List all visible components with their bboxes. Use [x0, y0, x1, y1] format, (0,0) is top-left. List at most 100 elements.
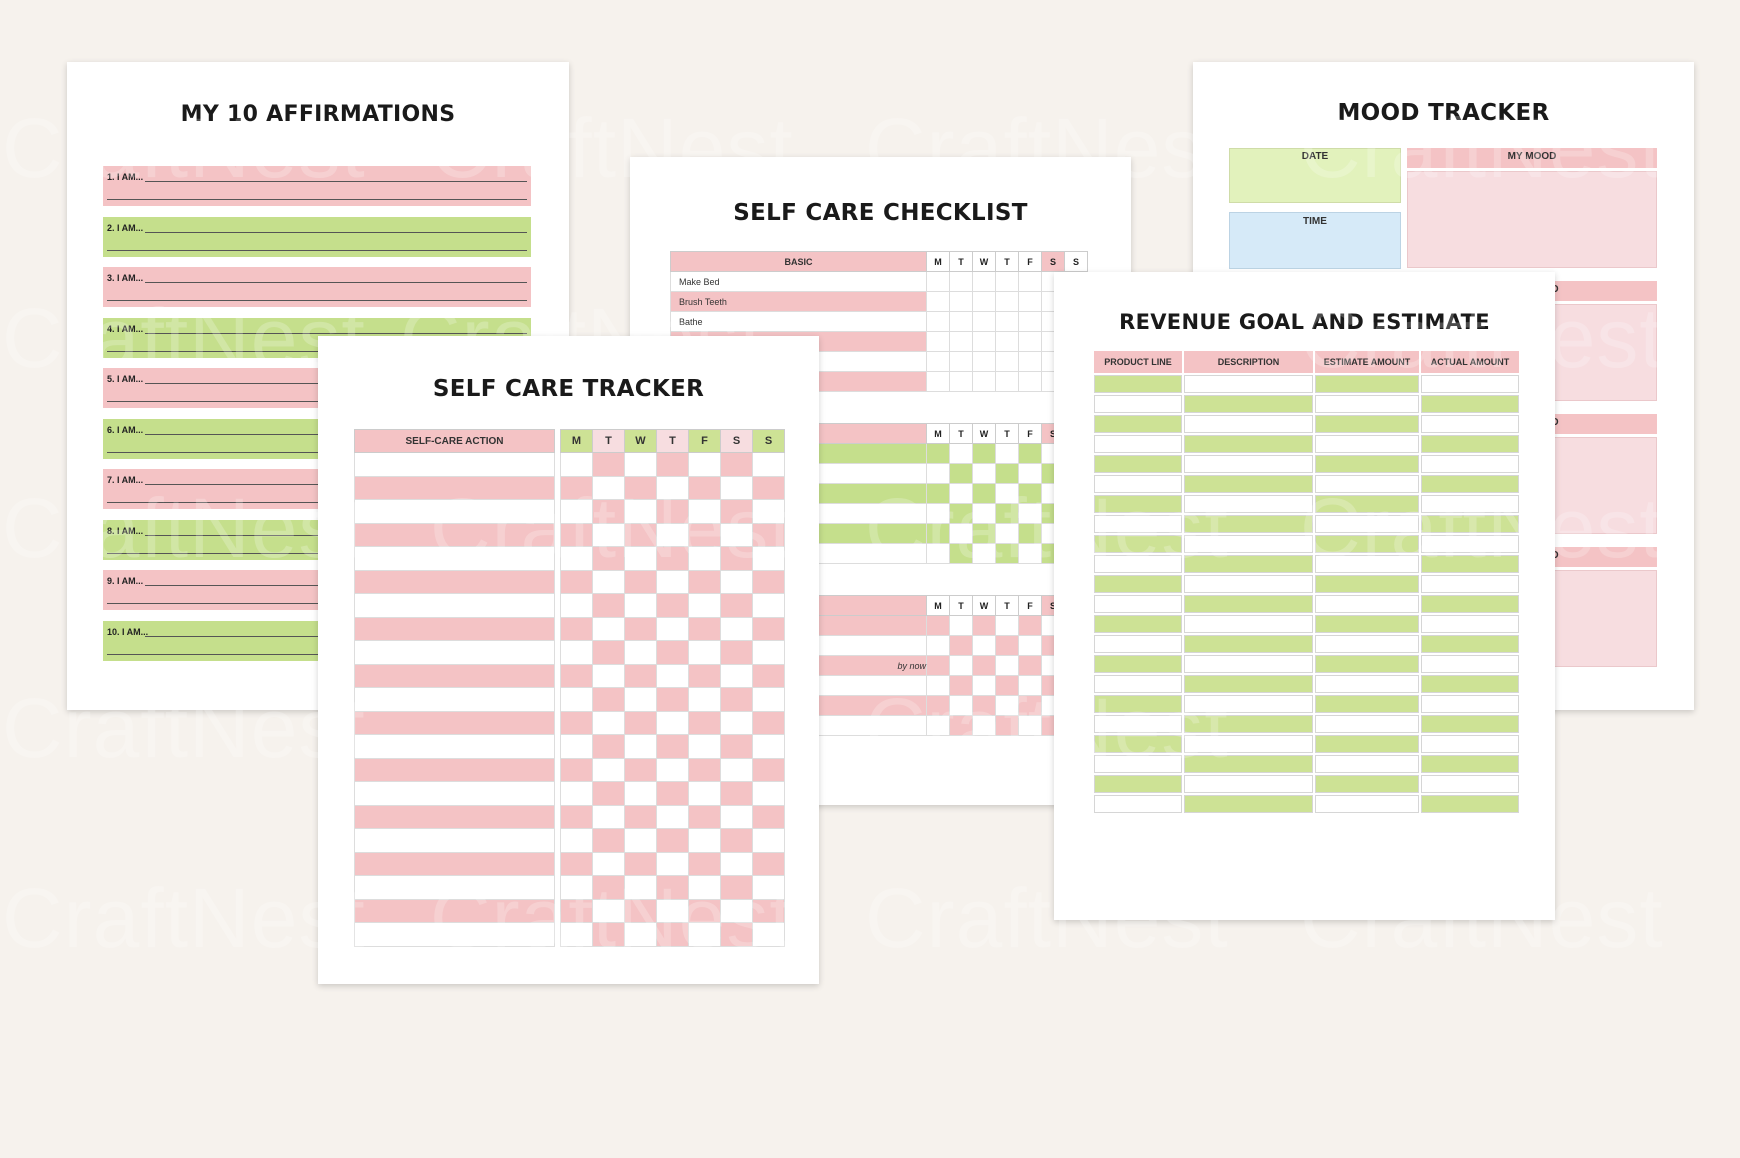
- tracker-cell: [656, 875, 689, 900]
- revenue-cell: [1313, 773, 1421, 795]
- day-header: W: [972, 595, 996, 616]
- check-cell: [926, 635, 950, 656]
- tracker-cell: [720, 828, 753, 853]
- tracker-cell: [720, 522, 753, 547]
- revenue-cell: [1419, 393, 1521, 415]
- tracker-cell: [560, 710, 593, 735]
- check-cell: [995, 443, 1019, 464]
- revenue-cell: [1092, 633, 1184, 655]
- revenue-cell: [1419, 473, 1521, 495]
- tracker-row: [560, 522, 785, 547]
- tracker-cell: [560, 875, 593, 900]
- checklist-item: Make Bed: [670, 271, 927, 292]
- revenue-cell: [1313, 673, 1421, 695]
- revenue-cell: [1092, 493, 1184, 515]
- write-line: [107, 552, 527, 554]
- action-row: [354, 851, 555, 876]
- revenue-cell: [1313, 533, 1421, 555]
- revenue-cell: [1092, 713, 1184, 735]
- tracker-cell: [752, 710, 785, 735]
- check-cell: [1018, 311, 1042, 332]
- check-cell: [972, 695, 996, 716]
- tracker-cell: [592, 616, 625, 641]
- revenue-cell: [1313, 413, 1421, 435]
- tracker-row: [560, 687, 785, 712]
- tracker-cell: [656, 663, 689, 688]
- tracker-cell: [656, 499, 689, 524]
- revenue-row: [1092, 593, 1521, 615]
- tracker-cell: [656, 616, 689, 641]
- tracker-cell: [688, 452, 721, 477]
- tracker-row: [560, 757, 785, 782]
- checklist-row: Bathe: [670, 311, 1088, 332]
- revenue-cell: [1419, 633, 1521, 655]
- write-line: [107, 653, 527, 655]
- tracker-cell: [688, 475, 721, 500]
- check-cell: [972, 371, 996, 392]
- tracker-cell: [688, 569, 721, 594]
- tracker-cell: [656, 898, 689, 923]
- revenue-row: [1092, 793, 1521, 815]
- tracker-cell: [752, 851, 785, 876]
- tracker-cell: [752, 522, 785, 547]
- tracker-row: [560, 499, 785, 524]
- tracker-cell: [656, 522, 689, 547]
- revenue-header-row: PRODUCT LINE DESCRIPTION ESTIMATE AMOUNT AC…: [1092, 349, 1521, 375]
- revenue-cell: [1313, 613, 1421, 635]
- revenue-cell: [1313, 373, 1421, 395]
- tracker-row: [560, 875, 785, 900]
- revenue-header: DESCRIPTION: [1182, 349, 1315, 375]
- revenue-row: [1092, 433, 1521, 455]
- revenue-cell: [1182, 533, 1315, 555]
- tracker-row: [560, 475, 785, 500]
- revenue-cell: [1092, 773, 1184, 795]
- revenue-cell: [1182, 733, 1315, 755]
- check-cell: [995, 543, 1019, 564]
- tracker-cell: [752, 593, 785, 618]
- tracker-cell: [752, 781, 785, 806]
- check-cell: [1018, 543, 1042, 564]
- tracker-cell: [752, 640, 785, 665]
- action-cell: [354, 734, 555, 759]
- tracker-row: [560, 922, 785, 947]
- tracker-cell: [720, 781, 753, 806]
- tracker-cell: [560, 922, 593, 947]
- tracker-cell: [752, 687, 785, 712]
- affirmation-label: 7. I AM...: [107, 475, 144, 485]
- tracker-cell: [720, 546, 753, 571]
- time-box: [1229, 212, 1401, 269]
- tracker-cell: [688, 757, 721, 782]
- tracker-cell: [656, 710, 689, 735]
- action-cell: [354, 922, 555, 947]
- check-cell: [926, 543, 950, 564]
- revenue-row: [1092, 553, 1521, 575]
- check-cell: [949, 371, 973, 392]
- write-line: [107, 350, 527, 352]
- check-cell: [949, 615, 973, 636]
- day-header: S: [1041, 251, 1065, 272]
- action-row: [354, 710, 555, 735]
- revenue-cell: [1182, 593, 1315, 615]
- tracker-cell: [720, 734, 753, 759]
- revenue-cell: [1182, 633, 1315, 655]
- check-cell: [972, 463, 996, 484]
- check-cell: [926, 371, 950, 392]
- tracker-cell: [720, 616, 753, 641]
- check-cell: [995, 371, 1019, 392]
- tracker-row: [560, 616, 785, 641]
- action-cell: [354, 804, 555, 829]
- revenue-row: [1092, 473, 1521, 495]
- check-cell: [926, 463, 950, 484]
- tracker-cell: [592, 757, 625, 782]
- revenue-header: ESTIMATE AMOUNT: [1313, 349, 1421, 375]
- action-cell: [354, 499, 555, 524]
- checklist-item: Bathe: [670, 311, 927, 332]
- tracker-cell: [656, 804, 689, 829]
- revenue-cell: [1419, 773, 1521, 795]
- action-row: [354, 499, 555, 524]
- tracker-cell: [752, 616, 785, 641]
- tracker-cell: [592, 593, 625, 618]
- revenue-cell: [1313, 453, 1421, 475]
- tracker-cell: [624, 922, 657, 947]
- tracker-cell: [560, 546, 593, 571]
